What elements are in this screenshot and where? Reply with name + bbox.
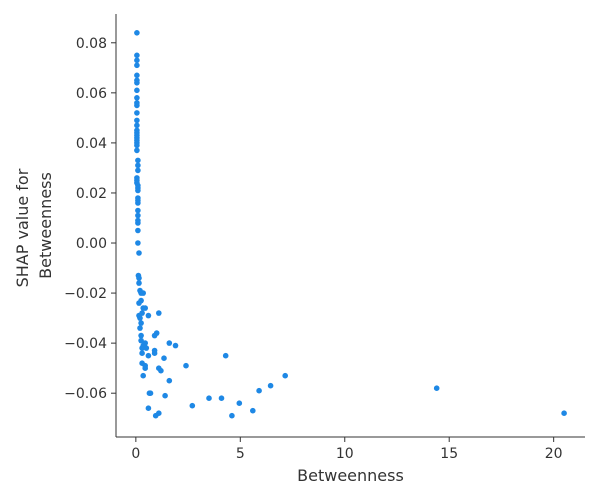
x-tick-label: 15 — [440, 446, 458, 462]
data-point — [139, 350, 145, 357]
data-point — [138, 320, 144, 326]
data-point — [147, 390, 154, 397]
data-point — [134, 87, 140, 94]
data-point — [161, 355, 167, 362]
data-point — [152, 412, 159, 419]
y-ticks: −0.06 −0.04 −0.02 0.00 0.02 0.04 0.06 0.08 — [64, 36, 116, 402]
data-point — [222, 352, 229, 359]
y-tick-label: 0.02 — [76, 186, 107, 202]
data-point — [138, 337, 144, 344]
data-point — [134, 72, 140, 79]
data-point — [229, 412, 235, 419]
data-point — [134, 52, 140, 59]
y-tick-label: 0.04 — [76, 136, 107, 152]
x-tick-label: 0 — [131, 446, 140, 462]
data-point — [156, 310, 162, 316]
y-tick-label: −0.06 — [64, 386, 107, 402]
data-point — [206, 395, 212, 402]
data-point — [134, 30, 140, 36]
y-axis-label-line-1: SHAP value for — [13, 168, 32, 287]
x-tick-label: 5 — [236, 446, 245, 462]
data-point — [250, 407, 256, 414]
data-point — [267, 382, 274, 389]
data-point — [561, 410, 567, 417]
y-tick-label: −0.02 — [64, 286, 107, 302]
data-point — [134, 110, 140, 116]
data-point — [143, 345, 150, 351]
data-point — [145, 352, 152, 359]
data-point — [135, 167, 141, 174]
data-point — [236, 400, 243, 407]
data-point — [433, 385, 440, 392]
data-point — [135, 227, 141, 234]
x-tick-label: 20 — [545, 446, 563, 462]
data-point — [134, 142, 140, 149]
data-point — [136, 250, 142, 256]
data-point — [134, 80, 140, 86]
data-point — [136, 300, 142, 306]
data-point — [183, 362, 189, 369]
data-point — [134, 147, 140, 154]
data-point — [135, 187, 141, 194]
data-point — [138, 332, 144, 339]
data-point — [137, 325, 143, 331]
data-point — [139, 345, 145, 351]
x-ticks: 0 5 10 15 20 — [131, 437, 563, 462]
data-point — [162, 392, 168, 399]
data-point — [134, 102, 140, 109]
data-point — [218, 395, 225, 402]
data-point — [136, 280, 142, 286]
data-point — [189, 402, 196, 409]
data-point — [256, 387, 262, 394]
data-point — [151, 350, 158, 357]
data-point — [166, 340, 173, 346]
data-point — [137, 315, 143, 321]
data-point — [145, 405, 152, 412]
data-point — [135, 200, 141, 206]
data-point — [145, 312, 152, 319]
data-point — [166, 377, 173, 384]
data-point — [136, 275, 142, 281]
data-point — [153, 330, 160, 336]
data-point — [134, 62, 140, 69]
data-point — [134, 57, 140, 64]
axes — [115, 14, 585, 438]
data-point — [135, 220, 141, 226]
y-tick-label: 0.00 — [76, 236, 107, 252]
data-point — [135, 207, 141, 214]
data-point — [135, 162, 141, 169]
data-point — [282, 372, 289, 379]
x-axis-label: Betweenness — [297, 466, 404, 485]
data-point — [135, 212, 141, 219]
data-point — [134, 117, 140, 124]
data-point — [140, 290, 146, 296]
data-point — [135, 240, 141, 246]
data-point — [142, 365, 148, 372]
data-points — [134, 30, 567, 419]
y-axis-label: SHAP value for Betweenness — [13, 164, 55, 288]
y-axis-label-line-2: Betweenness — [36, 172, 55, 279]
y-tick-label: 0.08 — [76, 36, 107, 52]
data-point — [134, 95, 140, 101]
data-point — [134, 122, 140, 129]
data-point — [142, 305, 148, 311]
data-point — [172, 342, 179, 349]
data-point — [140, 372, 146, 379]
x-tick-label: 10 — [336, 446, 354, 462]
y-tick-label: 0.06 — [76, 86, 107, 102]
data-point — [135, 157, 141, 164]
data-point — [158, 367, 164, 374]
y-tick-label: −0.04 — [64, 336, 107, 352]
